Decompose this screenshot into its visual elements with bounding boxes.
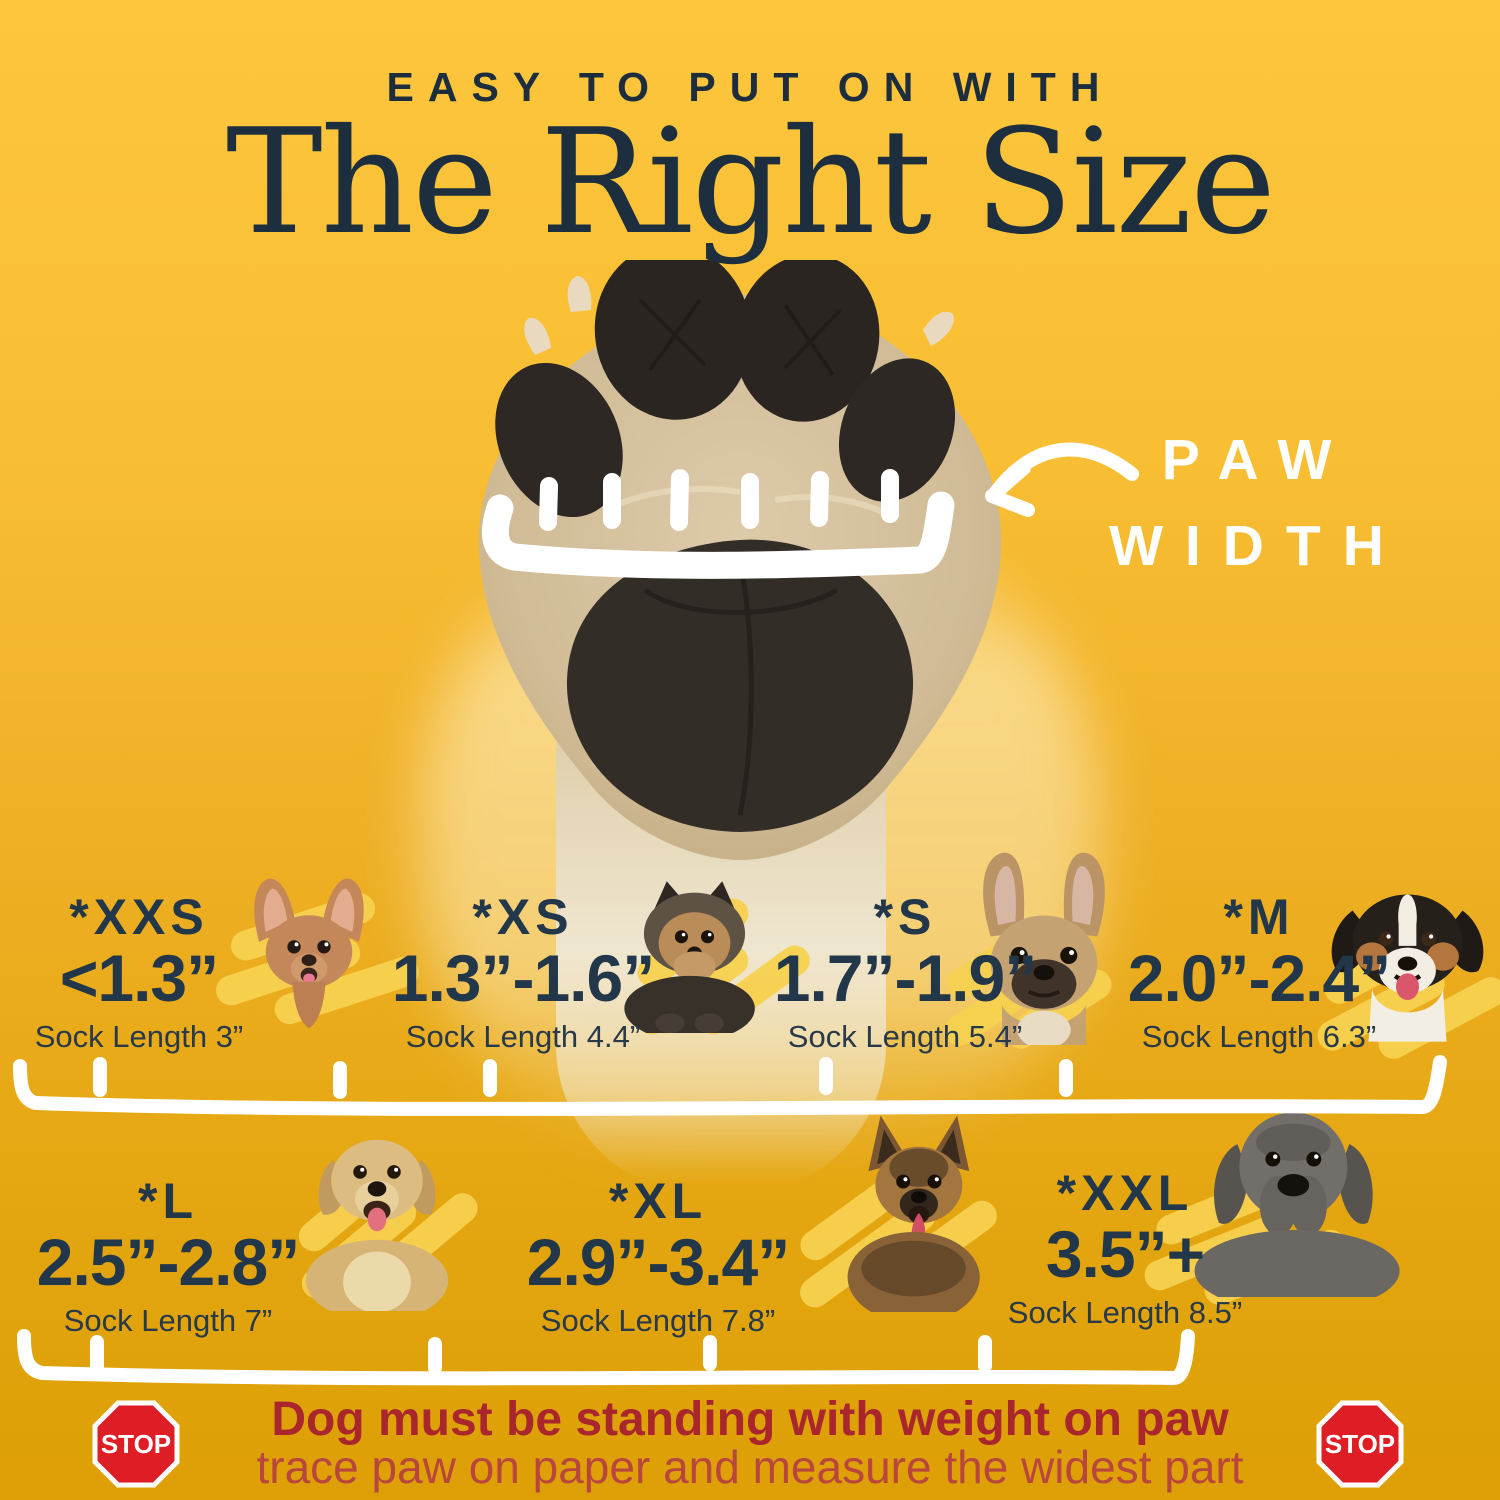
ruler-line-2 (17, 1329, 1195, 1386)
size-label: *L (138, 1173, 198, 1229)
sock-length: Sock Length 7.8” (540, 1303, 776, 1339)
size-label: *M (1223, 889, 1295, 945)
french-bulldog-photo (983, 852, 1105, 1045)
german-shepherd-photo (847, 1115, 980, 1312)
stop-text: STOP (1325, 1429, 1395, 1459)
paw-width-line2: WIDTH (1109, 513, 1406, 578)
chihuahua-photo (254, 878, 364, 1029)
size-entry-xxs: *XXS <1.3” Sock Length 3” (14, 892, 264, 1055)
paw-width-line1: PAW (1161, 428, 1354, 492)
size-range: 1.3”-1.6” (391, 941, 655, 1015)
golden-retriever-photo (305, 1139, 449, 1311)
paw-width-label: PAW WIDTH (1085, 418, 1430, 589)
dog-paw-photo (478, 260, 1002, 860)
size-entry-xs: *XS 1.3”-1.6” Sock Length 4.4” (368, 892, 678, 1055)
size-range: 1.7”-1.9” (773, 941, 1037, 1015)
size-range: <1.3” (59, 941, 219, 1015)
warning-sub-text: trace paw on paper and measure the wides… (256, 1441, 1244, 1493)
size-range: 2.0”-2.4” (1127, 941, 1391, 1015)
stop-sign-icon: STOP (92, 1400, 180, 1488)
sock-length: Sock Length 7” (63, 1303, 273, 1339)
size-label: *S (873, 889, 937, 945)
size-entry-xxl: *XXL 3.5”+ Sock Length 8.5” (1000, 1168, 1250, 1331)
size-label: *XL (608, 1173, 708, 1229)
size-label: *XXL (1056, 1165, 1194, 1221)
size-label: *XXS (69, 889, 209, 945)
size-range: 3.5”+ (1045, 1217, 1205, 1291)
sock-length: Sock Length 8.5” (1007, 1295, 1243, 1331)
australian-shepherd-photo (1331, 894, 1484, 1042)
header-kicker: EASY TO PUT ON WITH (386, 64, 1114, 110)
size-entry-xl: *XL 2.9”-3.4” Sock Length 7.8” (518, 1176, 798, 1339)
size-entry-s: *S 1.7”-1.9” Sock Length 5.4” (750, 892, 1060, 1055)
yorkshire-terrier-photo (624, 881, 755, 1033)
stop-text: STOP (101, 1429, 171, 1459)
sock-length: Sock Length 4.4” (405, 1019, 641, 1055)
stop-sign-icon: STOP (1316, 1400, 1404, 1488)
sock-length: Sock Length 6.3” (1141, 1019, 1377, 1055)
page-title: The Right Size (225, 98, 1276, 267)
great-dane-photo (1194, 1112, 1400, 1297)
size-entry-m: *M 2.0”-2.4” Sock Length 6.3” (1104, 892, 1414, 1055)
size-range: 2.5”-2.8” (36, 1225, 300, 1299)
warning-bold-text: Dog must be standing with weight on paw (271, 1393, 1229, 1446)
sock-length: Sock Length 3” (34, 1019, 244, 1055)
sock-length: Sock Length 5.4” (787, 1019, 1023, 1055)
size-label: *XS (472, 889, 574, 945)
size-range: 2.9”-3.4” (526, 1225, 790, 1299)
size-entry-l: *L 2.5”-2.8” Sock Length 7” (28, 1176, 308, 1339)
